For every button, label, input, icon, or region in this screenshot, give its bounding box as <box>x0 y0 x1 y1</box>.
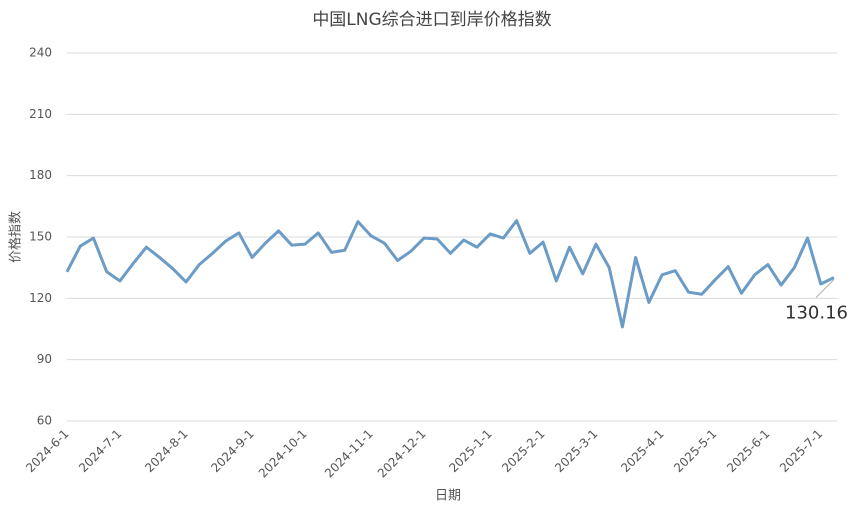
x-tick-label: 2025-5-1 <box>671 427 719 475</box>
y-tick-label: 60 <box>37 414 52 428</box>
x-tick-label: 2024-11-1 <box>322 427 376 481</box>
x-tick-label: 2024-6-1 <box>23 427 71 475</box>
line-series <box>65 219 835 329</box>
x-tick-label: 2025-4-1 <box>618 427 666 475</box>
x-tick-label: 2025-7-1 <box>777 427 825 475</box>
y-tick-label: 120 <box>29 291 52 305</box>
x-tick-label: 2025-2-1 <box>499 427 547 475</box>
x-tick-label: 2024-9-1 <box>208 427 256 475</box>
x-tick-label: 2025-3-1 <box>552 427 600 475</box>
y-tick-label: 90 <box>37 352 52 366</box>
leader-line <box>815 279 835 298</box>
chart-title: 中国LNG综合进口到岸价格指数 <box>312 10 551 30</box>
data-label: 130.16 <box>785 303 848 324</box>
x-tick-label: 2024-7-1 <box>76 427 124 475</box>
y-tick-label: 210 <box>29 107 52 121</box>
x-axis-title: 日期 <box>435 489 461 504</box>
y-tick-label: 180 <box>29 168 52 182</box>
y-axis-title: 价格指数 <box>8 211 24 263</box>
x-tick-label: 2025-6-1 <box>724 427 772 475</box>
y-tick-label: 240 <box>29 46 52 60</box>
y-tick-label: 150 <box>29 230 52 244</box>
x-tick-label: 2024-12-1 <box>375 427 429 481</box>
x-tick-label: 2025-1-1 <box>446 427 494 475</box>
x-tick-label: 2024-10-1 <box>256 427 310 481</box>
x-tick-label: 2024-8-1 <box>142 427 190 475</box>
